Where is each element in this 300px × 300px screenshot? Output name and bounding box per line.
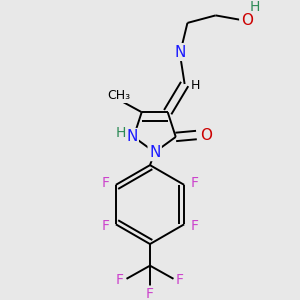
Text: F: F bbox=[190, 176, 199, 190]
Text: F: F bbox=[101, 176, 110, 190]
Text: O: O bbox=[241, 13, 253, 28]
Text: N: N bbox=[126, 129, 137, 144]
Text: H: H bbox=[191, 80, 201, 92]
Text: H: H bbox=[250, 0, 260, 14]
Text: O: O bbox=[200, 128, 212, 142]
Text: N: N bbox=[174, 44, 186, 59]
Text: F: F bbox=[101, 219, 110, 233]
Text: F: F bbox=[190, 219, 199, 233]
Text: F: F bbox=[176, 273, 184, 287]
Text: CH₃: CH₃ bbox=[108, 89, 131, 102]
Text: F: F bbox=[146, 287, 154, 300]
Text: N: N bbox=[149, 145, 160, 160]
Text: F: F bbox=[116, 273, 124, 287]
Text: H: H bbox=[115, 126, 126, 140]
